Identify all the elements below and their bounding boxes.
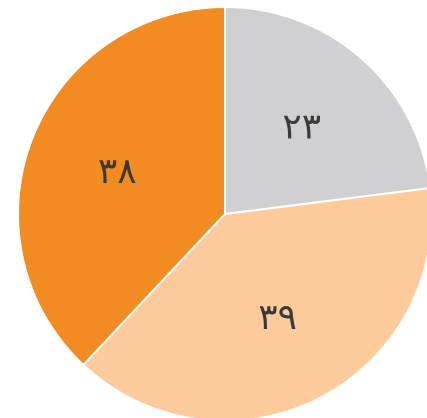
- pie-slice-label-3: ٣٨: [98, 151, 137, 192]
- pie-slice-label-2: ٣٩: [258, 297, 297, 338]
- pie-slice-2: [81, 187, 427, 418]
- pie-slices: [17, 5, 427, 418]
- pie-slice-label-1: ٢٣: [282, 107, 321, 148]
- pie-labels: ٢٣ ٣٩ ٣٨: [98, 107, 321, 338]
- pie-slice-1: [224, 5, 427, 216]
- pie-slice-3: [17, 5, 226, 367]
